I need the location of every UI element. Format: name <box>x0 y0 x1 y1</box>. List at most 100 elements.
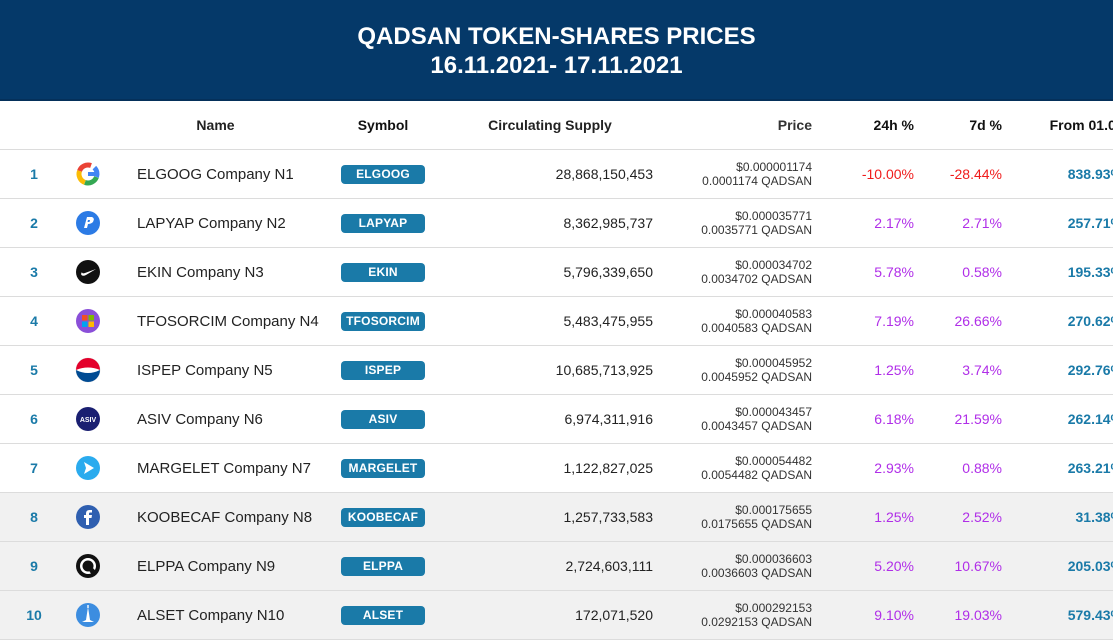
symbol-cell: ELPPA <box>323 541 443 591</box>
company-name[interactable]: LAPYAP Company N2 <box>108 198 323 248</box>
change-7d-cell: 2.71% <box>922 198 1014 248</box>
supply-cell: 10,685,713,925 <box>443 345 657 395</box>
change-24h-cell: 5.20% <box>822 541 922 591</box>
col-since-header[interactable]: From 01.09.21 <box>1014 101 1113 150</box>
symbol-badge[interactable]: ELPPA <box>341 556 425 576</box>
symbol-cell: ALSET <box>323 590 443 640</box>
symbol-cell: MARGELET <box>323 443 443 493</box>
col-price-header[interactable]: Price <box>657 101 822 150</box>
price-usd: $0.000035771 <box>735 209 812 223</box>
table-row[interactable]: 5 ISPEP Company N5 ISPEP 10,685,713,925 $0.0… <box>0 345 1113 395</box>
table-row[interactable]: 2 LAPYAP Company N2 LAPYAP 8,362,985,737 $0.… <box>0 198 1113 248</box>
change-24h-cell: -10.00% <box>822 149 922 199</box>
price-qadsan: 0.0175655 QADSAN <box>701 517 812 531</box>
change-7d-cell: 21.59% <box>922 394 1014 444</box>
symbol-badge[interactable]: ALSET <box>341 605 425 625</box>
change-7d-cell: 19.03% <box>922 590 1014 640</box>
symbol-cell: LAPYAP <box>323 198 443 248</box>
table-row[interactable]: 3 EKIN Company N3 EKIN 5,796,339,650 $0.0000… <box>0 247 1113 297</box>
symbol-badge[interactable]: EKIN <box>341 262 425 282</box>
col-24h-header[interactable]: 24h % <box>822 101 922 150</box>
change-7d-cell: 2.52% <box>922 492 1014 542</box>
company-name[interactable]: ELGOOG Company N1 <box>108 149 323 199</box>
price-qadsan: 0.0045952 QADSAN <box>701 370 812 384</box>
symbol-badge[interactable]: TFOSORCIM <box>341 311 425 331</box>
company-name[interactable]: ELPPA Company N9 <box>108 541 323 591</box>
supply-cell: 6,974,311,916 <box>443 394 657 444</box>
col-supply-header[interactable]: Circulating Supply <box>443 101 657 150</box>
col-name-header[interactable]: Name <box>108 101 323 150</box>
rank-cell: 5 <box>0 345 68 395</box>
col-7d-header[interactable]: 7d % <box>922 101 1014 150</box>
company-name[interactable]: EKIN Company N3 <box>108 247 323 297</box>
symbol-badge[interactable]: KOOBECAF <box>341 507 425 527</box>
price-qadsan: 0.0292153 QADSAN <box>701 615 812 629</box>
rank-cell: 6 <box>0 394 68 444</box>
nike-style-icon <box>68 247 108 297</box>
symbol-badge[interactable]: MARGELET <box>341 458 425 478</box>
change-7d-cell: 10.67% <box>922 541 1014 591</box>
prices-table: Name Symbol Circulating Supply Price 24h… <box>0 101 1113 640</box>
company-name[interactable]: MARGELET Company N7 <box>108 443 323 493</box>
price-qadsan: 0.0040583 QADSAN <box>701 321 812 335</box>
company-name[interactable]: ASIV Company N6 <box>108 394 323 444</box>
symbol-cell: TFOSORCIM <box>323 296 443 346</box>
since-cell: 838.93% <box>1014 149 1113 199</box>
symbol-badge[interactable]: ELGOOG <box>341 164 425 184</box>
table-row[interactable]: 8 KOOBECAF Company N8 KOOBECAF 1,257,733,58… <box>0 492 1113 542</box>
company-name[interactable]: TFOSORCIM Company N4 <box>108 296 323 346</box>
change-24h-cell: 2.93% <box>822 443 922 493</box>
google-style-icon <box>68 149 108 199</box>
symbol-cell: KOOBECAF <box>323 492 443 542</box>
since-cell: 292.76% <box>1014 345 1113 395</box>
since-cell: 195.33% <box>1014 247 1113 297</box>
symbol-cell: ASIV <box>323 394 443 444</box>
price-cell: $0.000040583 0.0040583 QADSAN <box>657 296 822 346</box>
since-cell: 262.14% <box>1014 394 1113 444</box>
table-row[interactable]: 7 MARGELET Company N7 MARGELET 1,122,827,02… <box>0 443 1113 493</box>
page-title: QADSAN TOKEN-SHARES PRICES <box>357 22 756 50</box>
page-header: QADSAN TOKEN-SHARES PRICES 16.11.2021- 1… <box>0 0 1113 101</box>
symbol-cell: ISPEP <box>323 345 443 395</box>
supply-cell: 1,257,733,583 <box>443 492 657 542</box>
price-usd: $0.000175655 <box>735 503 812 517</box>
table-row[interactable]: 1 ELGOOG Company N1 ELGOOG 28,868,150,453 $0… <box>0 149 1113 199</box>
supply-cell: 8,362,985,737 <box>443 198 657 248</box>
price-qadsan: 0.0054482 QADSAN <box>701 468 812 482</box>
symbol-badge[interactable]: ISPEP <box>341 360 425 380</box>
col-symbol-header[interactable]: Symbol <box>323 101 443 150</box>
table-row[interactable]: 6 ASIV ASIV Company N6 ASIV 6,974,311,916 $0.… <box>0 394 1113 444</box>
since-cell: 263.21% <box>1014 443 1113 493</box>
table-row[interactable]: 4 TFOSORCIM Company N4 TFOSORCIM 5,483,475,… <box>0 296 1113 346</box>
change-7d-cell: 26.66% <box>922 296 1014 346</box>
company-name[interactable]: ALSET Company N10 <box>108 590 323 640</box>
since-cell: 257.71% <box>1014 198 1113 248</box>
price-cell: $0.000292153 0.0292153 QADSAN <box>657 590 822 640</box>
symbol-badge[interactable]: ASIV <box>341 409 425 429</box>
since-cell: 270.62% <box>1014 296 1113 346</box>
col-logo-header <box>68 101 108 150</box>
price-cell: $0.000036603 0.0036603 QADSAN <box>657 541 822 591</box>
tesla-style-icon <box>68 590 108 640</box>
paypal-style-icon <box>68 198 108 248</box>
supply-cell: 5,796,339,650 <box>443 247 657 297</box>
change-7d-cell: 3.74% <box>922 345 1014 395</box>
symbol-badge[interactable]: LAPYAP <box>341 213 425 233</box>
price-qadsan: 0.0035771 QADSAN <box>701 223 812 237</box>
change-24h-cell: 1.25% <box>822 345 922 395</box>
table-row[interactable]: 10 ALSET Company N10 ALSET 172,071,520 $0.00… <box>0 590 1113 640</box>
svg-text:ASIV: ASIV <box>80 417 97 424</box>
company-name[interactable]: KOOBECAF Company N8 <box>108 492 323 542</box>
company-name[interactable]: ISPEP Company N5 <box>108 345 323 395</box>
price-usd: $0.000001174 <box>736 160 812 174</box>
visa-style-icon: ASIV <box>68 394 108 444</box>
rank-cell: 1 <box>0 149 68 199</box>
table-row[interactable]: 9 ELPPA Company N9 ELPPA 2,724,603,111 $0.00… <box>0 541 1113 591</box>
price-usd: $0.000036603 <box>735 552 812 566</box>
price-cell: $0.000043457 0.0043457 QADSAN <box>657 394 822 444</box>
supply-cell: 5,483,475,955 <box>443 296 657 346</box>
rank-cell: 4 <box>0 296 68 346</box>
price-usd: $0.000034702 <box>735 258 812 272</box>
change-24h-cell: 1.25% <box>822 492 922 542</box>
pepsi-style-icon <box>68 345 108 395</box>
